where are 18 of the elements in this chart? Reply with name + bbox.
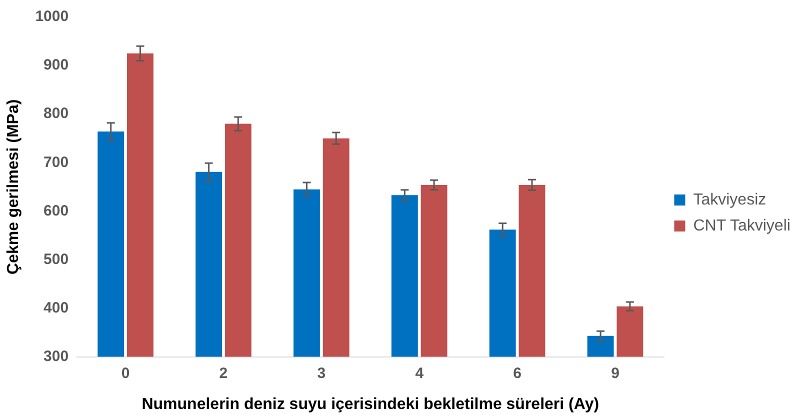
x-tick-label: 6 <box>513 364 522 382</box>
x-tick-label: 3 <box>317 364 326 382</box>
y-tick-label: 300 <box>44 348 69 365</box>
x-tick-label: 2 <box>219 364 228 382</box>
legend-label: Takviyesiz <box>693 191 766 208</box>
y-tick-label: 500 <box>44 250 69 268</box>
y-tick-label: 800 <box>44 105 69 122</box>
x-tick-label: 0 <box>121 364 130 382</box>
y-tick-label: 600 <box>44 202 69 220</box>
x-axis-title: Numunelerin deniz suyu içerisindeki bekletilme süreleri (Ay) <box>142 396 600 413</box>
y-tick-label: 1000 <box>35 8 69 26</box>
y-tick-label: 700 <box>44 154 69 171</box>
legend-label: CNT Takviyeli <box>693 217 790 234</box>
y-tick-label: 900 <box>44 56 69 74</box>
y-axis-title: Çekme gerilmesi (MPa) <box>5 99 22 274</box>
x-tick-label: 4 <box>415 364 424 382</box>
x-tick-label: 9 <box>611 364 620 382</box>
y-tick-label: 400 <box>44 299 69 316</box>
